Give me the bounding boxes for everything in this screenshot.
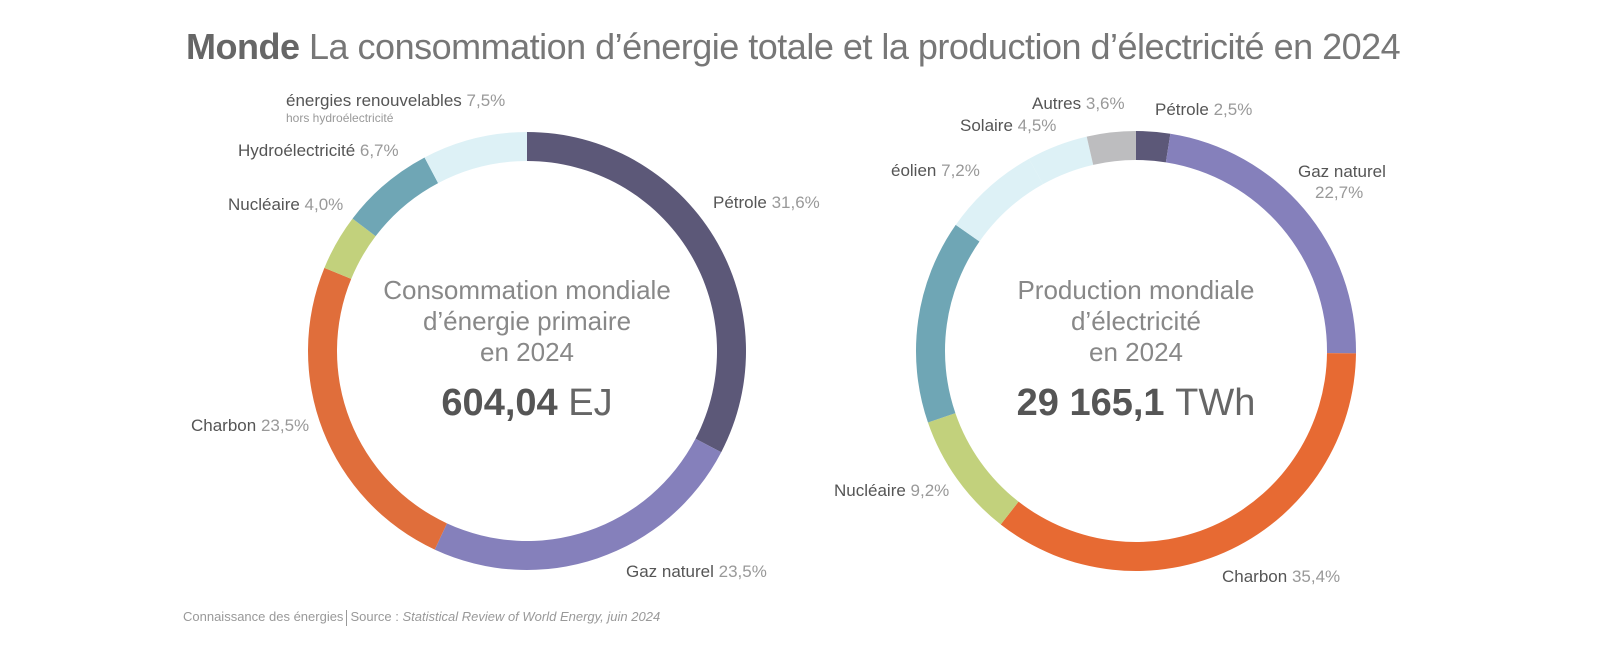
chart-2-label-6: éolien 7,2%: [891, 161, 980, 180]
footer-source: Statistical Review of World Energy, juin…: [402, 609, 661, 624]
chart-2-slice-8: [1086, 131, 1136, 165]
footer-separator: [346, 609, 348, 626]
chart-2-center-line-2: d’électricité: [1071, 306, 1201, 336]
chart-2-center-line-3: en 2024: [1089, 337, 1183, 367]
chart-2-label-4: Nucléaire 9,2%: [834, 481, 949, 500]
chart-2-label-3: Charbon 35,4%: [1222, 567, 1340, 586]
chart-2-label-8: Autres 3,6%: [1032, 94, 1125, 113]
chart-2-slice-5: [916, 224, 980, 423]
donut-chart-1: Pétrole 31,6% Gaz naturel 23,5% Charbon 23…: [191, 91, 820, 581]
chart-2-value-1: 2,5%: [1214, 100, 1253, 119]
footer: Connaissance des énergies Source : Statis…: [183, 609, 660, 626]
chart-1-center-line-2: d’énergie primaire: [423, 306, 631, 336]
chart-1-slice-3: [308, 267, 447, 550]
donut-chart-2: Pétrole 2,5% Gaz naturel 22,7% Charbon 35,4…: [834, 94, 1386, 586]
chart-1-slice-1: [527, 132, 746, 453]
chart-2-value-3: 35,4%: [1292, 567, 1340, 586]
chart-2-value-2: 22,7%: [1315, 183, 1363, 202]
chart-1-label-1: Pétrole 31,6%: [713, 193, 820, 212]
chart-2-total: 29 165,1 TWh: [1017, 382, 1256, 424]
chart-2-value-4: 9,2%: [911, 481, 950, 500]
chart-2-slice-7: [1028, 136, 1094, 185]
chart-1-slice-4: [324, 218, 376, 279]
chart-1-label-3: Charbon 23,5%: [191, 416, 309, 435]
chart-2-slice-6: [955, 158, 1044, 242]
chart-2-value-6: 7,2%: [941, 161, 980, 180]
chart-1-label-6: énergies renouvelables 7,5%: [286, 91, 505, 110]
chart-2-value-8: 3,6%: [1086, 94, 1125, 113]
chart-title-bold: Monde: [186, 26, 300, 67]
chart-1-center-line-3: en 2024: [480, 337, 574, 367]
chart-1-sublabel-6: hors hydroélectricité: [286, 111, 394, 125]
chart-2-label-2: Gaz naturel: [1298, 162, 1386, 181]
chart-2-label-1: Pétrole 2,5%: [1155, 100, 1252, 119]
chart-2-slice-4: [927, 413, 1019, 525]
chart-1-value-1: 31,6%: [772, 193, 820, 212]
chart-1-slice-5: [352, 157, 439, 237]
chart-title: Monde La consommation d’énergie totale e…: [186, 26, 1401, 68]
chart-1-value-3: 23,5%: [261, 416, 309, 435]
chart-1-center-line-1: Consommation mondiale: [383, 275, 671, 305]
chart-1-value-6: 7,5%: [467, 91, 506, 110]
chart-1-slice-2: [434, 438, 722, 570]
chart-1-value-2: 23,5%: [719, 562, 767, 581]
footer-source-prefix: Source :: [350, 609, 403, 624]
chart-1-slice-6: [424, 132, 527, 184]
chart-2-slice-3: [1000, 353, 1356, 571]
chart-2-label-7: Solaire 4,5%: [960, 116, 1056, 135]
chart-1-value-4: 4,0%: [305, 195, 344, 214]
chart-2-value-7: 4,5%: [1018, 116, 1057, 135]
chart-1-label-4: Nucléaire 4,0%: [228, 195, 343, 214]
chart-2-slice-1: [1136, 131, 1171, 163]
chart-2-center-line-1: Production mondiale: [1017, 275, 1254, 305]
footer-brand: Connaissance des énergies: [183, 609, 344, 624]
chart-2-slice-2: [1165, 133, 1356, 354]
chart-1-value-5: 6,7%: [360, 141, 399, 160]
chart-1-total: 604,04 EJ: [441, 382, 612, 424]
chart-1-label-2: Gaz naturel 23,5%: [626, 562, 767, 581]
chart-title-text: La consommation d’énergie totale et la p…: [309, 26, 1401, 67]
chart-1-label-5: Hydroélectricité 6,7%: [238, 141, 399, 160]
